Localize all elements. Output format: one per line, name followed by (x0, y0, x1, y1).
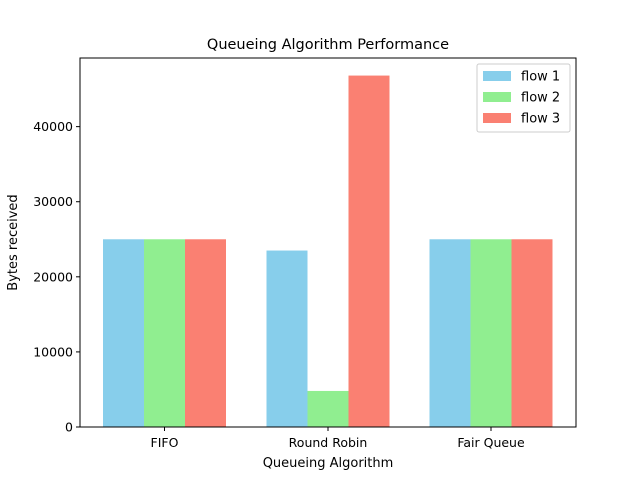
y-tick-label: 20000 (33, 269, 73, 284)
bar-flow-1-fifo (103, 239, 144, 427)
y-tick-label: 0 (65, 420, 73, 435)
y-tick-label: 10000 (33, 344, 73, 359)
x-tick-label: FIFO (151, 435, 179, 450)
y-axis-ticks: 0 10000 20000 30000 40000 (33, 119, 80, 435)
bars-group (103, 75, 553, 428)
bar-flow-1-round-robin (266, 250, 308, 427)
bar-flow-1-fair-queue (429, 239, 471, 427)
legend-swatch-flow-3 (483, 113, 511, 123)
x-tick-label: Fair Queue (457, 435, 525, 450)
y-tick-label: 40000 (33, 119, 73, 134)
legend-swatch-flow-2 (483, 92, 511, 102)
legend-label-flow-2: flow 2 (521, 91, 560, 106)
bar-flow-2-fifo (144, 239, 185, 427)
bar-flow-2-round-robin (307, 390, 349, 427)
legend: flow 1 flow 2 flow 3 (476, 63, 571, 133)
bar-flow-3-round-robin (348, 75, 390, 428)
y-tick-label: 30000 (33, 194, 73, 209)
legend-swatch-flow-1 (483, 71, 511, 81)
bar-flow-3-fifo (185, 239, 226, 427)
bar-flow-2-fair-queue (470, 239, 512, 427)
chart-title: Queueing Algorithm Performance (207, 37, 449, 53)
x-axis-ticks: FIFO Round Robin Fair Queue (151, 427, 525, 450)
y-axis-label: Bytes received (6, 194, 21, 290)
bar-flow-3-fair-queue (511, 239, 553, 427)
legend-label-flow-3: flow 3 (521, 112, 560, 127)
x-axis-label: Queueing Algorithm (263, 456, 394, 471)
legend-label-flow-1: flow 1 (521, 70, 560, 85)
x-tick-label: Round Robin (289, 435, 368, 450)
